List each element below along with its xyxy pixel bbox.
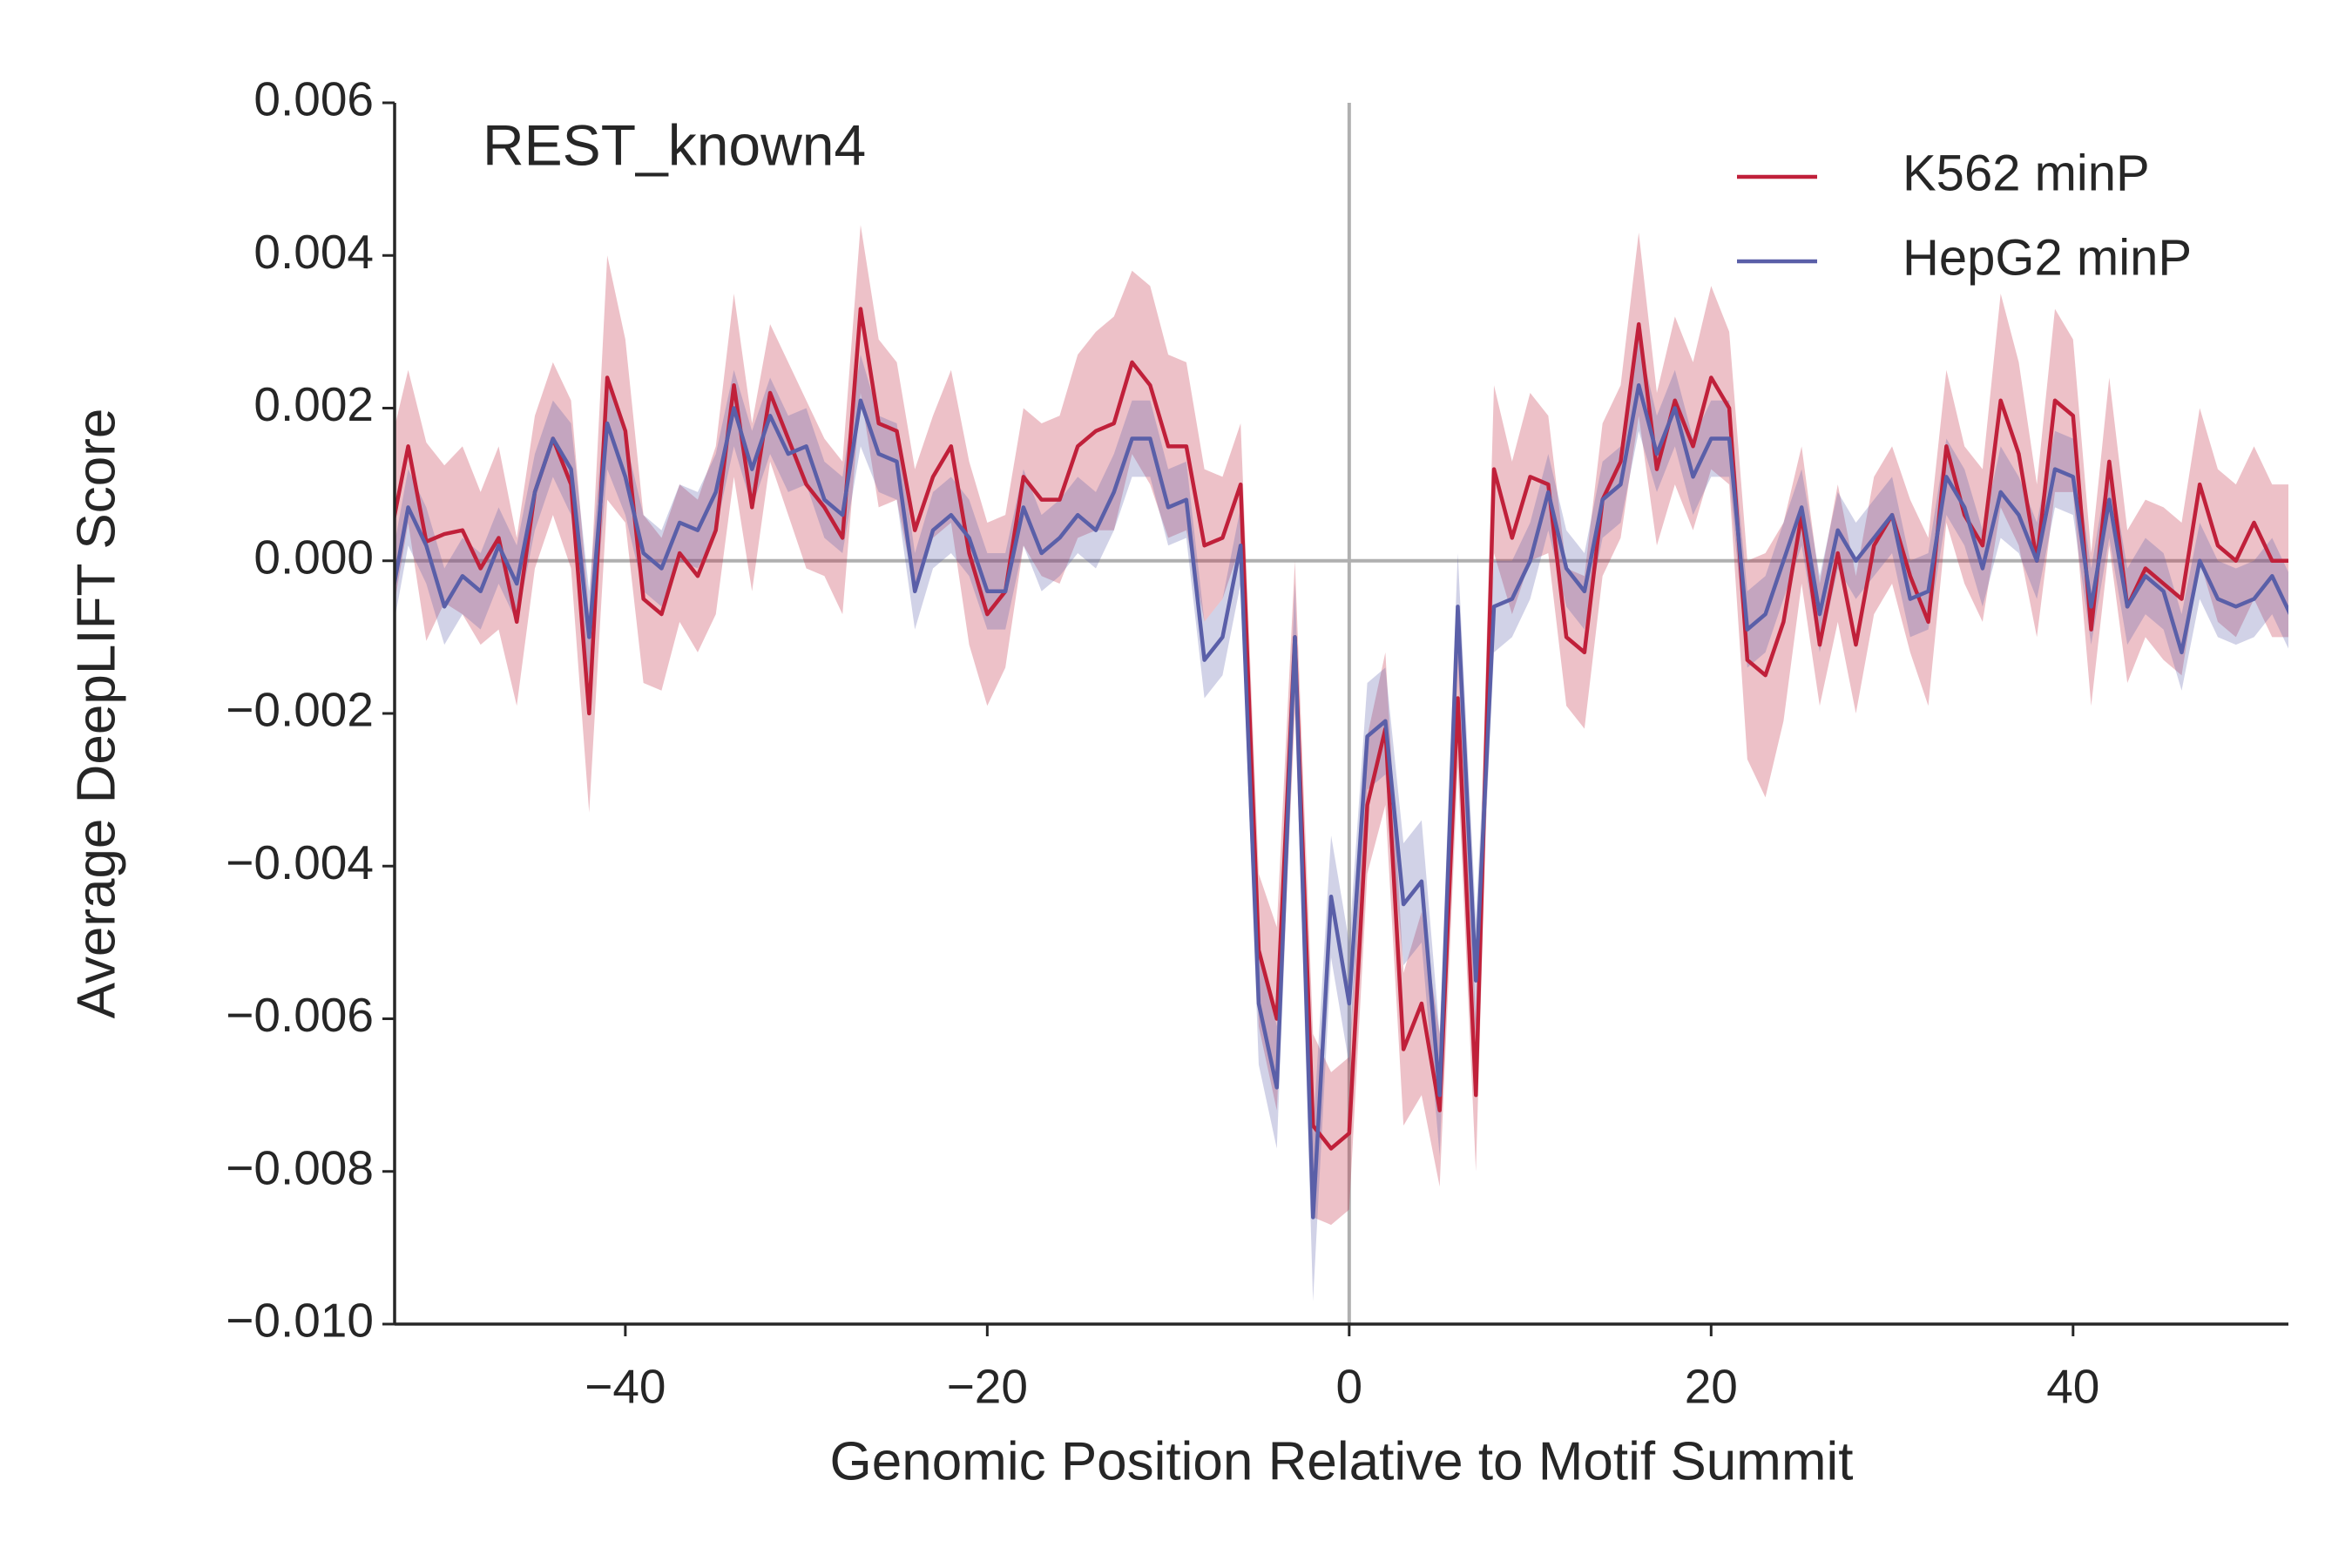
y-tick-label: 0.004 [253,225,374,279]
y-tick-label: −0.010 [226,1294,374,1348]
y-tick-label: −0.004 [226,835,374,889]
legend-label: K562 minP [1903,145,2150,201]
confidence-band [395,225,2288,1226]
x-tick-label: 40 [2046,1360,2099,1414]
y-tick-label: 0.006 [253,72,374,126]
y-tick-label: −0.008 [226,1140,374,1194]
line [395,382,2288,1220]
x-tick-label: 0 [1336,1360,1363,1414]
x-tick-label: −20 [947,1360,1028,1414]
y-tick-label: −0.006 [226,988,374,1042]
y-tick-label: 0.002 [253,377,374,431]
annotation: REST_known4 [483,112,866,177]
y-tick-label: −0.002 [226,683,374,737]
y-tick-label: 0.000 [253,530,374,584]
legend-label: HepG2 minP [1903,229,2192,286]
x-tick-label: −40 [585,1360,666,1414]
plot-area [395,103,2288,1324]
line [395,307,2288,1151]
y-axis-label: Average DeepLIFT Score [66,409,126,1019]
x-axis-label: Genomic Position Relative to Motif Summi… [830,1431,1854,1491]
x-tick-label: 20 [1685,1360,1738,1414]
